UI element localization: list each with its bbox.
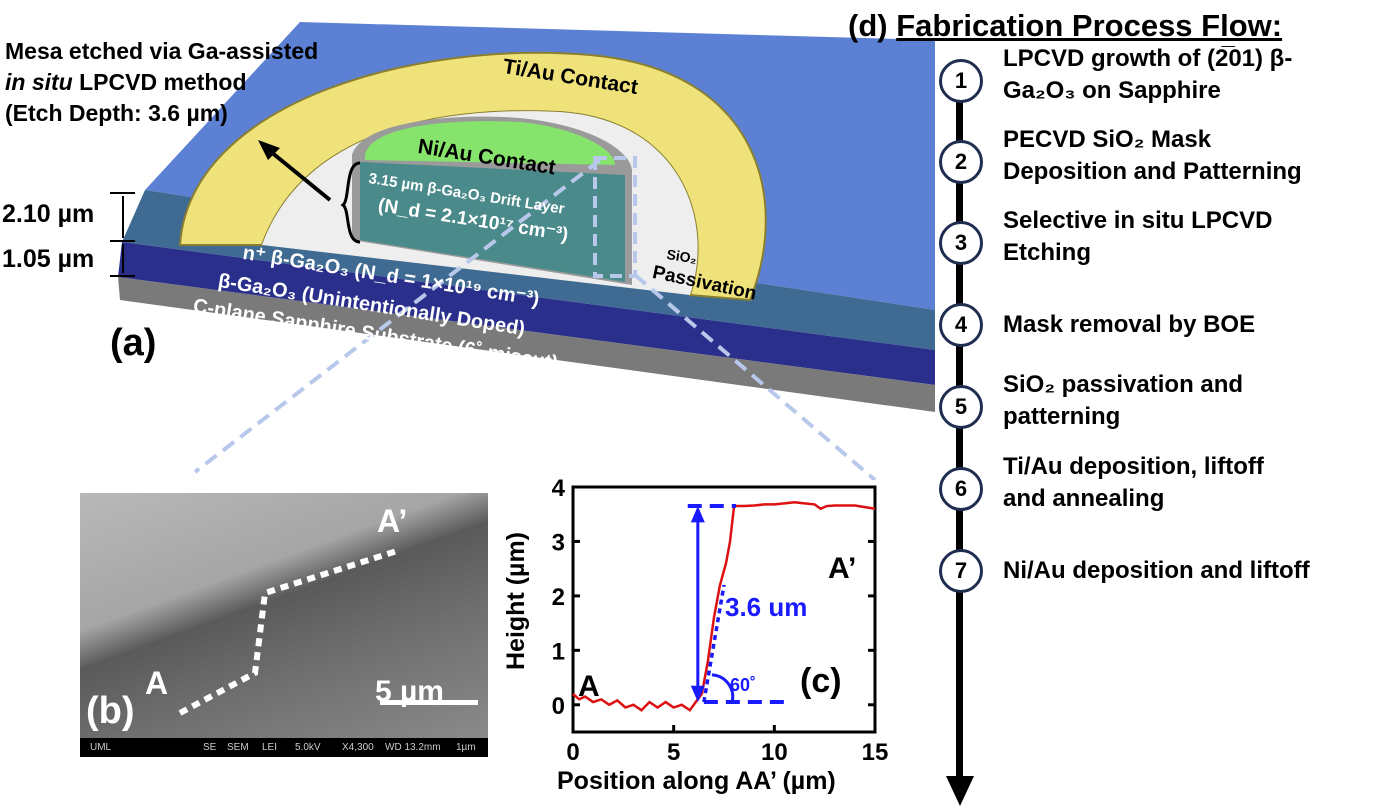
step-line: SiO₂ passivation and	[1003, 371, 1244, 398]
annotation-line-2: in situ LPCVD method	[5, 67, 318, 98]
step-text: LPCVD growth of (2̅01) β- Ga₂O₃ on Sapphi…	[1003, 43, 1292, 107]
sem-info: LEI	[262, 742, 278, 753]
panel-b-label: (b)	[86, 690, 135, 732]
substrate-layer	[118, 277, 935, 412]
step-text: PECVD SiO₂ Mask Deposition and Patterning	[1003, 124, 1302, 188]
x-tick-label: 5	[667, 739, 680, 766]
x-tick-label: 15	[862, 739, 889, 766]
brace	[340, 161, 361, 244]
process-flow-title: (d) Fabrication Process Flow:	[848, 8, 1282, 44]
sem-info: 5.0kV	[295, 742, 321, 753]
y-axis-label: Height (µm)	[502, 531, 530, 670]
annotation-line-1: Mesa etched via Ga-assisted	[5, 38, 319, 64]
step-text: Ni/Au deposition and liftoff	[1003, 555, 1310, 587]
panel-c-label: (c)	[800, 662, 842, 700]
step-number-badge: 7	[939, 549, 983, 593]
panel-d-label: (d)	[848, 8, 888, 43]
sem-info: SEM	[227, 742, 249, 753]
step-line: Selective in situ LPCVD	[1003, 207, 1273, 234]
step-height-label: 3.6 um	[725, 592, 808, 622]
step-line: Ga₂O₃ on Sapphire	[1003, 77, 1221, 104]
sem-info: UML	[90, 742, 112, 753]
annotation-line-3: (Etch Depth: 3.6 µm)	[5, 100, 228, 126]
step-number-badge: 2	[939, 140, 983, 184]
step-number-badge: 4	[939, 303, 983, 347]
dim-top: 2.10 µm	[2, 200, 95, 228]
step-number-badge: 6	[939, 467, 983, 511]
step-number-badge: 3	[939, 221, 983, 265]
step-text: Ti/Au deposition, liftoff and annealing	[1003, 451, 1264, 515]
slope-line	[702, 584, 726, 703]
step-line: LPCVD growth of (2̅01) β-	[1003, 45, 1293, 72]
y-tick-label: 1	[552, 638, 565, 665]
sem-point-a: A	[145, 665, 169, 701]
ni-au-pad	[365, 121, 615, 165]
annotation-arrow	[263, 145, 332, 202]
x-tick-label: 10	[761, 739, 788, 766]
height-profile-chart: 0 5 10 15 0 1 2 3 4	[552, 475, 889, 766]
y-tick-label: 2	[552, 584, 565, 611]
step-text: Mask removal by BOE	[1003, 309, 1255, 341]
x-tick-label: 0	[566, 739, 579, 766]
annotation-italic: in situ	[5, 69, 73, 95]
step-number-badge: 1	[939, 59, 983, 103]
step-line: PECVD SiO₂ Mask	[1003, 126, 1212, 153]
scale-bar-label: 5 µm	[375, 675, 444, 708]
panel-a-label: (a)	[110, 322, 157, 364]
sem-info: WD 13.2mm	[385, 742, 441, 753]
dim-bottom: 1.05 µm	[2, 245, 95, 273]
profile-point-a-prime: A’	[828, 552, 857, 585]
step-number-badge: 5	[939, 385, 983, 429]
step-text: SiO₂ passivation and patterning	[1003, 369, 1243, 433]
arrow-head-down	[690, 685, 705, 703]
step-line: Mask removal by BOE	[1003, 311, 1256, 338]
profile-point-a: A	[578, 670, 600, 703]
etch-annotation: Mesa etched via Ga-assisted in situ LPCV…	[5, 36, 318, 129]
angle-arc	[711, 673, 735, 703]
step-line: Etching	[1003, 239, 1091, 266]
sem-info: 1µm	[456, 742, 476, 753]
device-schematic	[110, 22, 935, 480]
annotation-rest: LPCVD method	[72, 69, 247, 95]
step-line: and annealing	[1003, 485, 1165, 512]
y-tick-label: 3	[552, 529, 565, 556]
step-line: Ni/Au deposition and liftoff	[1003, 557, 1310, 584]
y-tick-label: 4	[552, 475, 566, 502]
y-tick-label: 0	[552, 693, 565, 720]
angle-label: 60˚	[730, 675, 757, 695]
sem-path-overlay	[178, 547, 478, 716]
x-axis-label: Position along AA’ (µm)	[557, 767, 836, 795]
title-text: Fabrication Process Flow:	[896, 8, 1283, 43]
step-line: Ti/Au deposition, liftoff	[1003, 453, 1264, 480]
sem-info: SE	[203, 742, 217, 753]
arrow-head-up	[690, 506, 705, 523]
uid-layer	[118, 242, 935, 385]
sem-image	[80, 493, 488, 738]
sem-info: X4,300	[342, 742, 374, 753]
plot-frame	[571, 485, 877, 734]
flow-arrow-head	[946, 776, 974, 806]
sem-info-bar: UML SE SEM LEI 5.0kV X4,300 WD 13.2mm 1µ…	[80, 738, 488, 757]
step-line: patterning	[1003, 403, 1121, 430]
sem-point-a-prime: A’	[377, 503, 408, 539]
step-line: Deposition and Patterning	[1003, 158, 1302, 185]
profile-line	[572, 500, 876, 712]
step-text: Selective in situ LPCVD Etching	[1003, 205, 1272, 269]
